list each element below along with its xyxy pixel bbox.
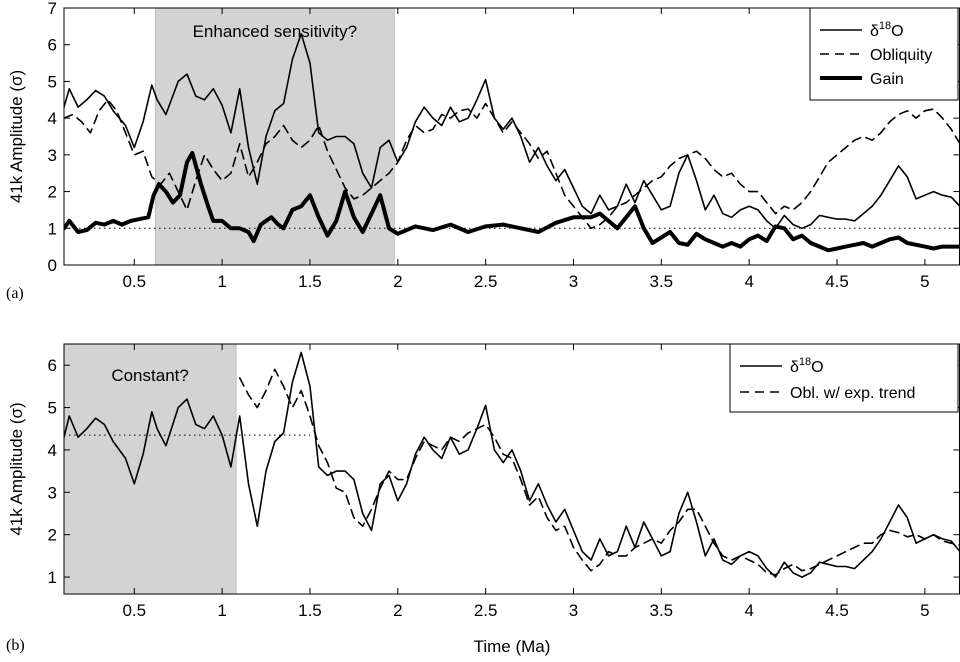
y-tick-label: 1 — [48, 568, 57, 587]
x-tick-label: 5 — [920, 601, 929, 620]
x-tick-label: 2 — [393, 601, 402, 620]
series-group — [64, 32, 960, 253]
y-tick-label: 4 — [48, 109, 57, 128]
x-tick-label: 1.5 — [298, 272, 322, 291]
x-tick-label: 5 — [920, 272, 929, 291]
shaded-region — [63, 343, 237, 595]
x-tick-label: 2 — [393, 272, 402, 291]
y-tick-label: 6 — [48, 356, 57, 375]
legend-entry: δ18O — [790, 356, 824, 376]
legend-entry: δ18O — [870, 20, 904, 40]
y-tick-label: 6 — [48, 36, 57, 55]
legend-entry: Obliquity — [870, 47, 932, 64]
series-line-2 — [64, 151, 960, 253]
x-tick-label: 3.5 — [650, 272, 674, 291]
x-axis-label: Time (Ma) — [474, 637, 551, 656]
x-tick-label: 4.5 — [825, 601, 849, 620]
x-tick-label: 4 — [744, 601, 753, 620]
x-tick-label: 1 — [217, 601, 226, 620]
x-tick-label: 3 — [569, 601, 578, 620]
x-tick-label: 0.5 — [122, 272, 146, 291]
legend-entry: Obl. w/ exp. trend — [790, 385, 915, 402]
y-tick-label: 3 — [48, 483, 57, 502]
x-tick-label: 2.5 — [474, 601, 498, 620]
series-line-1 — [238, 368, 960, 576]
series-line-0 — [64, 32, 960, 230]
annotation-label: Enhanced sensitivity? — [193, 22, 357, 41]
panel-tag: (b) — [6, 637, 25, 654]
legend-box — [809, 7, 959, 101]
panel-b: Constant? 0.5 1 1.5 2 2.5 3 3.5 4 4.5 5 1 2 3 4 5 6 41k A… — [6, 343, 960, 656]
x-tick-label: 4 — [744, 272, 753, 291]
series-line-1 — [64, 99, 960, 230]
y-tick-label: 2 — [48, 526, 57, 545]
legend-box — [729, 343, 959, 413]
y-tick-label: 3 — [48, 146, 57, 165]
series-line-0 — [64, 351, 960, 578]
y-tick-label: 4 — [48, 441, 57, 460]
y-tick-label: 5 — [48, 72, 57, 91]
x-tick-label: 4.5 — [825, 272, 849, 291]
y-axis-label: 41k Amplitude (σ) — [7, 402, 26, 535]
y-tick-label: 1 — [48, 219, 57, 238]
x-tick-label: 1 — [217, 272, 226, 291]
y-axis-label: 41k Amplitude (σ) — [7, 70, 26, 203]
x-tick-label: 1.5 — [298, 601, 322, 620]
y-tick-label: 2 — [48, 183, 57, 202]
annotation-label: Constant? — [111, 366, 189, 385]
x-tick-label: 3 — [569, 272, 578, 291]
y-tick-label: 0 — [48, 256, 57, 275]
x-tick-label: 0.5 — [122, 601, 146, 620]
x-tick-label: 3.5 — [650, 601, 674, 620]
panel-tag: (a) — [6, 285, 24, 302]
panel-a: Enhanced sensitivity? 0.5 1 1.5 2 2.5 3 3.5 4 4.5… — [6, 0, 960, 302]
y-tick-label: 7 — [48, 0, 57, 18]
y-tick-label: 5 — [48, 399, 57, 418]
series-group — [64, 351, 960, 578]
x-tick-label: 2.5 — [474, 272, 498, 291]
legend-entry: Gain — [870, 71, 904, 88]
